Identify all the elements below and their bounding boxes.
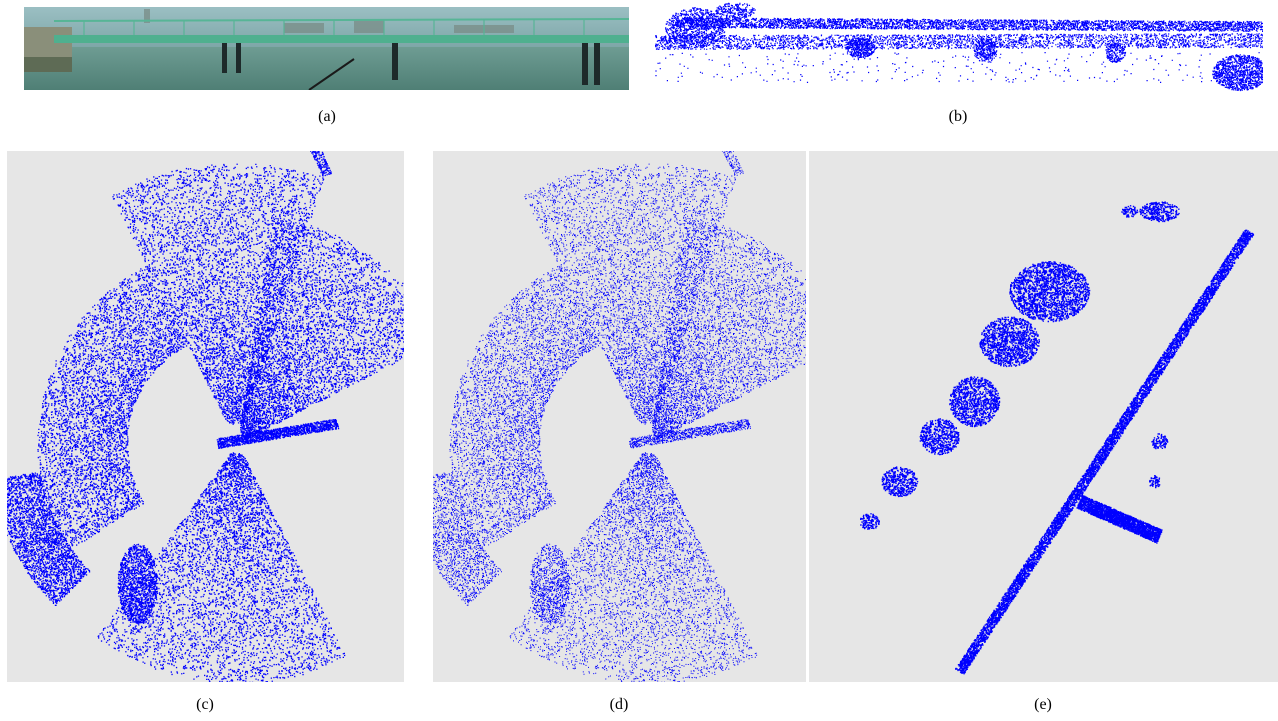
bridge-photo (24, 7, 629, 90)
caption-b: (b) (928, 108, 988, 126)
panel-e-point-cloud (809, 151, 1278, 682)
caption-e: (e) (1013, 696, 1073, 714)
point-cloud-top-view-c (7, 151, 404, 682)
caption-d: (d) (589, 696, 649, 714)
point-cloud-top-view-e (809, 151, 1278, 682)
water (24, 47, 629, 90)
point-cloud-top-view-d (433, 151, 806, 682)
caption-c: (c) (175, 696, 235, 714)
bridge-deck (54, 35, 629, 43)
plot-background (7, 151, 404, 682)
point-cloud-side-view (655, 2, 1263, 94)
point-cloud-points (655, 3, 1263, 91)
panel-b-point-cloud-side (655, 2, 1263, 94)
panel-a-photo (24, 7, 629, 90)
plot-background (809, 151, 1278, 682)
panel-c-point-cloud (7, 151, 404, 682)
panel-d-point-cloud (433, 151, 806, 682)
caption-a: (a) (297, 108, 357, 126)
